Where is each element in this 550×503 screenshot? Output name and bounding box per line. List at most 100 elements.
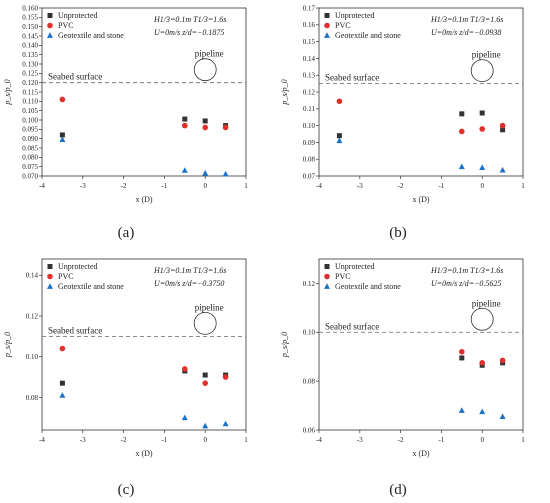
y-tick-label: 0.070 — [22, 172, 38, 180]
y-tick-label: 0.10 — [26, 353, 39, 361]
y-tick-label: 0.145 — [22, 32, 38, 40]
data-point-triangle — [202, 170, 209, 176]
data-point-triangle — [181, 414, 188, 421]
legend-marker — [47, 13, 53, 18]
legend-label: Unprotected — [335, 262, 375, 271]
y-tick-label: 0.17 — [303, 4, 316, 12]
legend-marker — [47, 22, 53, 29]
panel-caption: (c) — [118, 482, 135, 498]
wave-parameters: H1/3=0.1m T1/3=1.6s — [153, 15, 226, 24]
data-point-circle — [222, 124, 229, 131]
y-tick-label: 0.08 — [303, 378, 316, 386]
data-point-triangle — [59, 392, 66, 398]
legend-marker — [324, 273, 330, 280]
legend-label: Unprotected — [58, 11, 98, 20]
data-point-circle — [182, 122, 188, 129]
y-tick-label: 0.14 — [26, 272, 39, 280]
pipeline-icon — [193, 58, 217, 82]
pipeline-icon — [470, 307, 494, 331]
y-tick-label: 0.090 — [22, 135, 38, 143]
x-tick-label: -3 — [357, 436, 363, 444]
data-point-triangle — [222, 420, 229, 427]
data-point-triangle — [499, 413, 506, 419]
data-point-triangle — [458, 163, 465, 170]
y-tick-label: 0.115 — [23, 88, 39, 96]
x-tick-label: -3 — [357, 182, 363, 190]
x-tick-label: -4 — [39, 436, 45, 444]
y-tick-label: 0.135 — [22, 51, 38, 59]
x-tick-label: -4 — [39, 182, 45, 190]
legend-marker — [47, 283, 53, 289]
legend-marker — [47, 32, 53, 38]
x-tick-label: -3 — [80, 436, 86, 444]
data-point-circle — [479, 360, 486, 366]
pipeline-label: pipeline — [472, 298, 501, 308]
legend-label: Unprotected — [58, 262, 98, 271]
y-tick-label: 0.160 — [22, 4, 38, 12]
legend-marker — [324, 13, 330, 18]
wave-parameters: U=0m/s z/d=−0.0938 — [431, 28, 501, 37]
y-tick-label: 0.100 — [22, 116, 38, 124]
y-tick-label: 0.12 — [303, 88, 316, 96]
x-tick-label: -4 — [316, 182, 322, 190]
wave-parameters: U=0m/s z/d=−0.5625 — [431, 279, 501, 288]
data-point-square — [59, 380, 65, 386]
y-tick-label: 0.09 — [303, 139, 316, 147]
y-axis-label: p_s/p_0 — [3, 332, 12, 358]
y-tick-label: 0.085 — [22, 144, 38, 152]
data-point-square — [500, 127, 506, 133]
x-tick-label: 0 — [203, 182, 207, 190]
data-point-triangle — [458, 407, 465, 413]
y-tick-label: 0.075 — [22, 163, 38, 171]
plot-frame — [318, 258, 524, 431]
legend-label: PVC — [335, 272, 351, 281]
wave-parameters: U=0m/s z/d=−0.3750 — [154, 279, 224, 288]
x-tick-label: 1 — [244, 182, 248, 190]
data-point-triangle — [336, 137, 343, 144]
data-point-square — [182, 116, 188, 122]
data-point-circle — [59, 96, 66, 103]
legend-label: Geotextile and stone — [58, 31, 124, 40]
x-tick-label: -1 — [161, 182, 167, 190]
y-tick-label: 0.150 — [22, 23, 38, 31]
x-tick-label: 1 — [521, 436, 525, 444]
x-tick-label: -2 — [121, 436, 127, 444]
y-tick-label: 0.08 — [303, 156, 316, 164]
data-point-triangle — [202, 422, 209, 429]
pipeline-icon — [193, 311, 217, 335]
legend-label: Geotextile and stone — [335, 31, 401, 40]
data-point-circle — [459, 128, 465, 135]
y-tick-label: 0.080 — [22, 154, 38, 162]
data-point-triangle — [181, 167, 188, 173]
data-point-circle — [336, 98, 343, 105]
data-point-triangle — [479, 164, 486, 170]
seabed-label: Seabed surface — [48, 325, 102, 335]
data-point-triangle — [59, 136, 66, 142]
y-tick-label: 0.095 — [22, 126, 38, 134]
y-tick-label: 0.10 — [303, 122, 316, 130]
plot-frame — [41, 258, 247, 431]
y-tick-label: 0.14 — [303, 55, 316, 63]
x-tick-label: -3 — [80, 182, 86, 190]
x-tick-label: -1 — [438, 436, 444, 444]
x-tick-label: -1 — [438, 182, 444, 190]
x-tick-label: 1 — [244, 436, 248, 444]
legend-marker — [324, 22, 330, 29]
x-tick-label: -4 — [316, 436, 322, 444]
y-tick-label: 0.130 — [22, 60, 38, 68]
y-axis-label: p_s/p_0 — [3, 79, 12, 105]
x-tick-label: -2 — [398, 182, 404, 190]
data-point-circle — [202, 124, 208, 131]
data-point-circle — [459, 349, 465, 355]
legend-marker — [324, 264, 330, 269]
panel-caption: (a) — [118, 225, 135, 241]
y-tick-label: 0.12 — [303, 280, 316, 288]
data-point-circle — [499, 357, 506, 364]
seabed-label: Seabed surface — [325, 73, 379, 83]
panel-caption: (d) — [389, 482, 407, 498]
panel-c: -4 -3 -2 -1 0 1 0.08 0.10 0.12 0.14 x (D) p_s/p_0 Se… — [3, 258, 248, 498]
data-point-triangle — [479, 408, 486, 415]
x-tick-label: 0 — [480, 436, 484, 444]
seabed-label: Seabed surface — [325, 321, 379, 331]
